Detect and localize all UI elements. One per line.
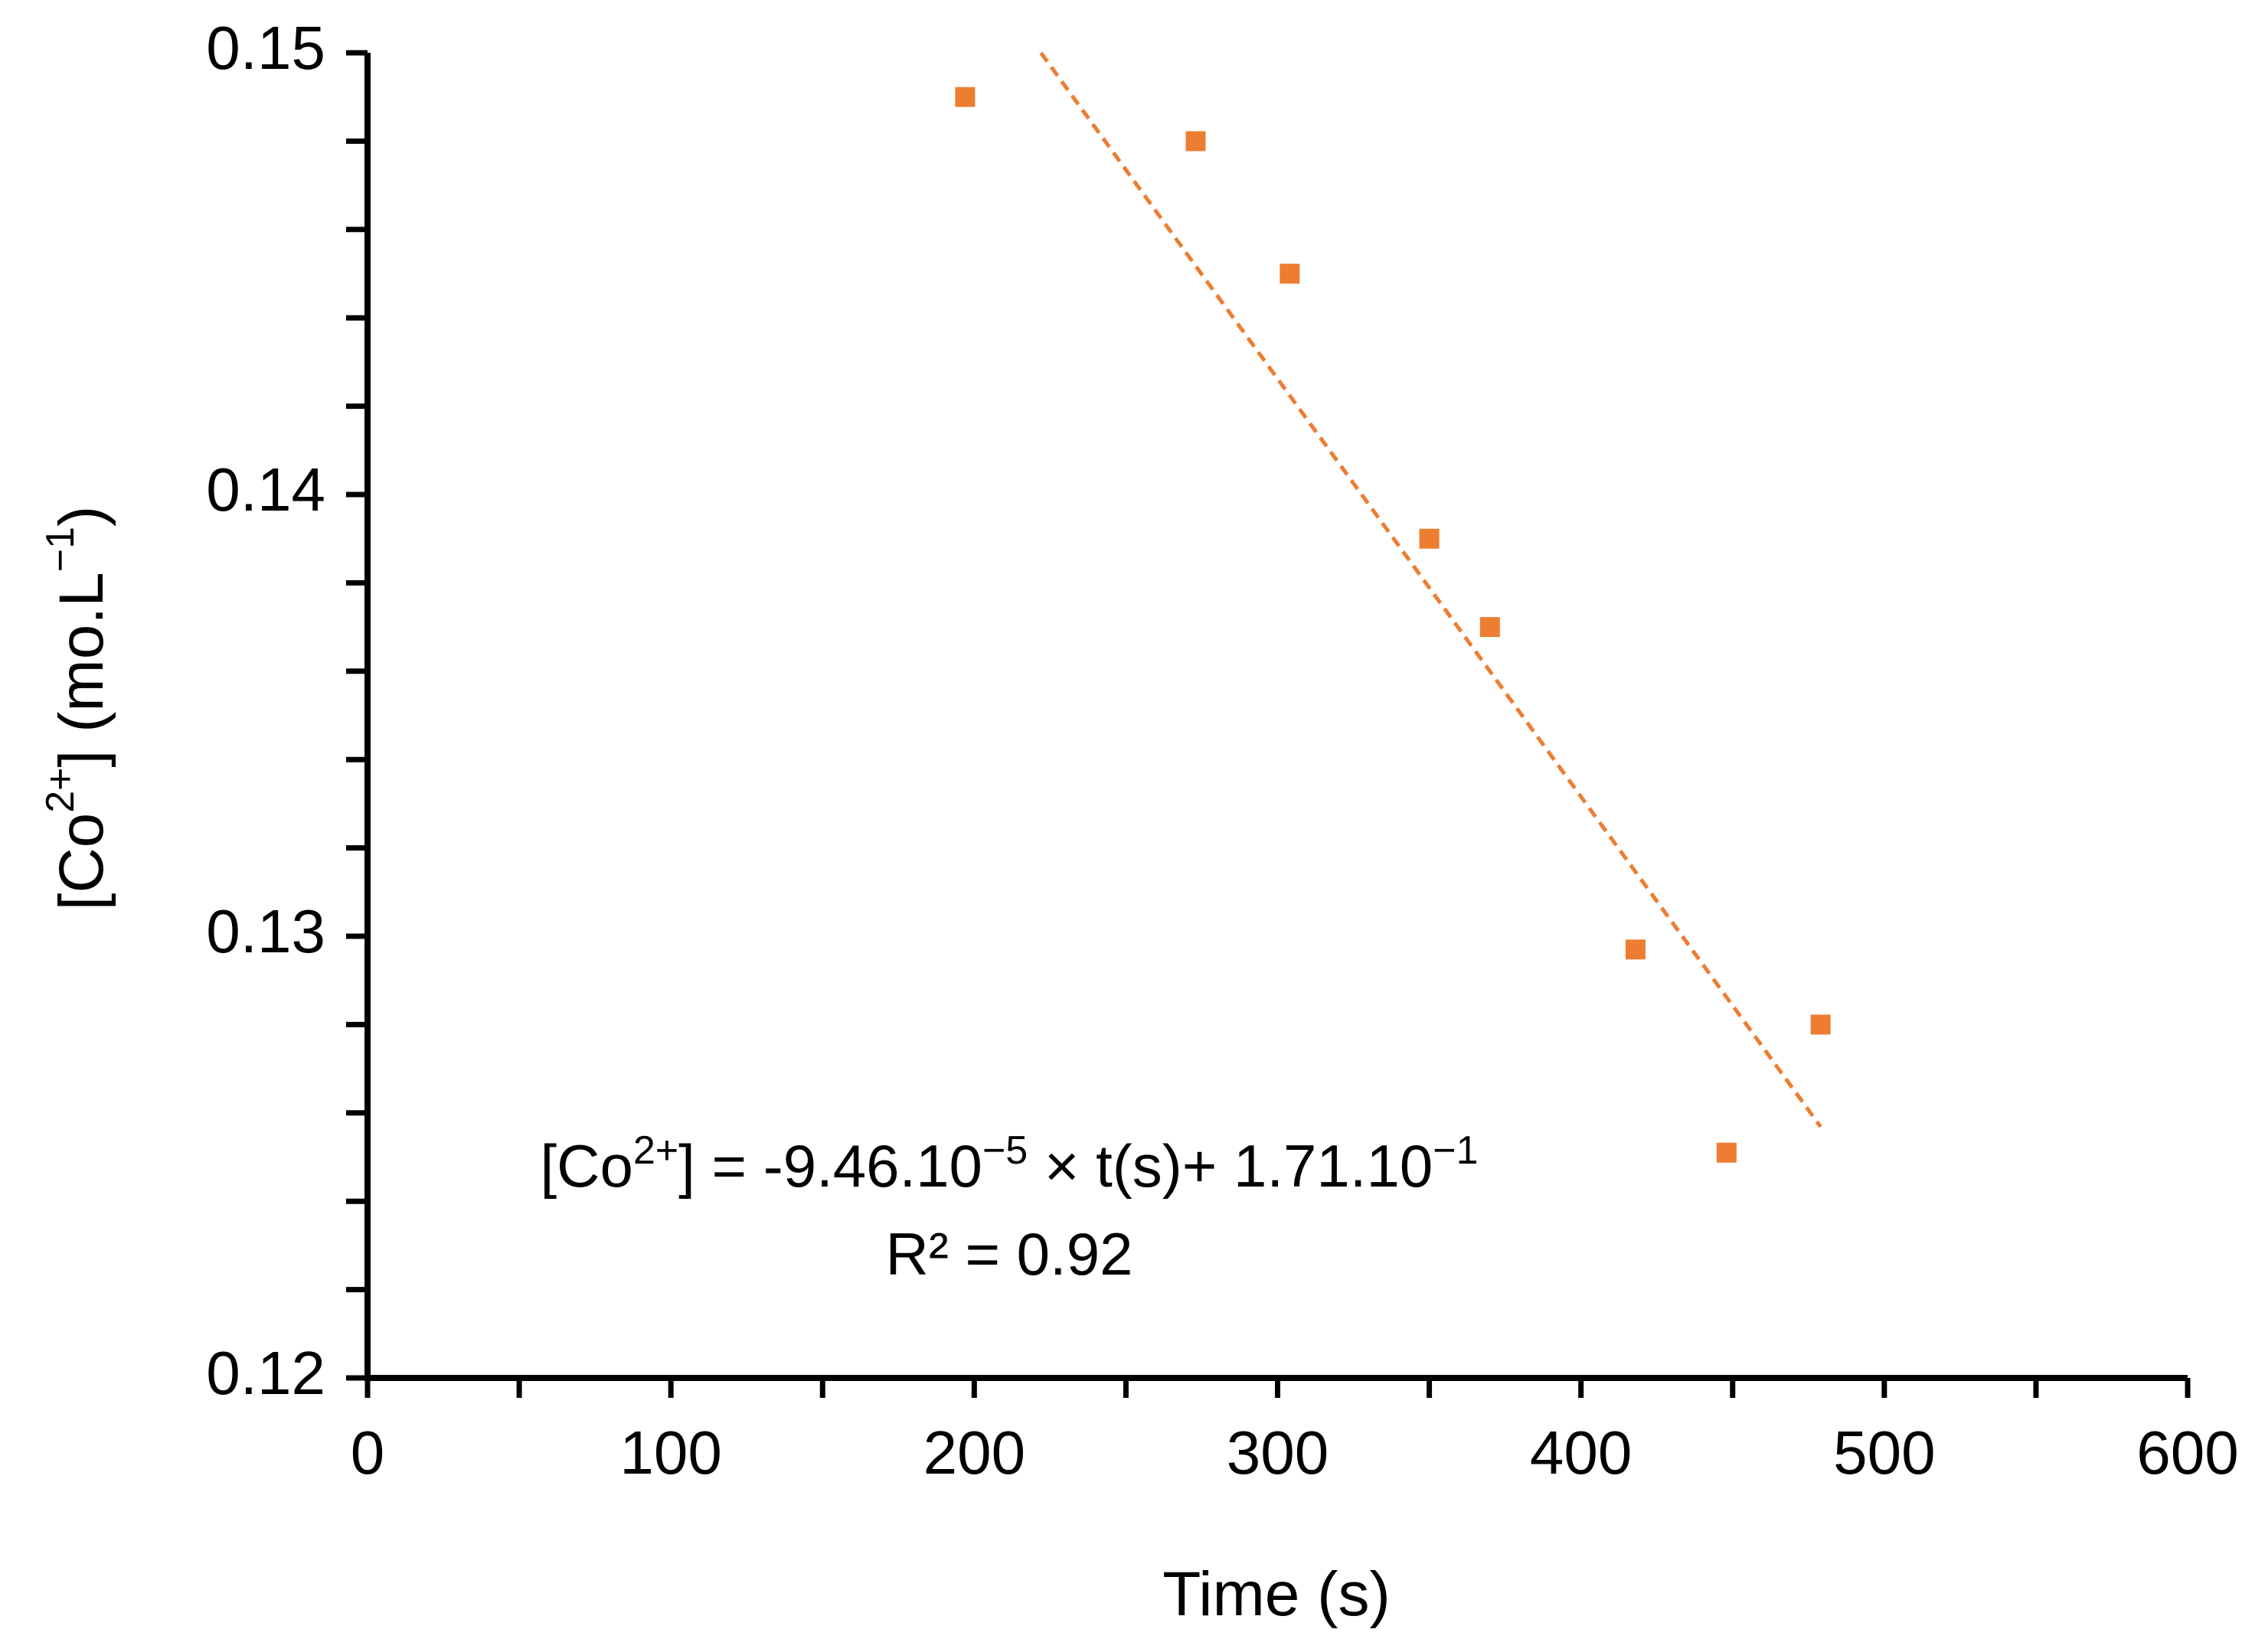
y-axis-title: [Co2+] (mo.L−1) bbox=[38, 506, 116, 911]
x-tick-label: 500 bbox=[1833, 1419, 1935, 1487]
data-point bbox=[1810, 1014, 1831, 1035]
r-squared-label: R² = 0.92 bbox=[885, 1220, 1132, 1288]
data-point bbox=[1625, 939, 1646, 960]
data-point bbox=[1479, 617, 1500, 638]
regression-equation: [Co2+] = -9.46.10−5 × t(s)+ 1.71.10−1 bbox=[540, 1128, 1478, 1200]
y-axis-title-part: ) bbox=[47, 506, 116, 527]
equation-part: ] = -9.46.10 bbox=[678, 1132, 982, 1200]
equation-superscript: −1 bbox=[1433, 1128, 1478, 1173]
data-point bbox=[1280, 263, 1300, 284]
y-axis-title-superscript: −1 bbox=[38, 527, 83, 572]
data-point bbox=[1185, 131, 1206, 152]
equation-superscript: −5 bbox=[982, 1128, 1028, 1173]
y-tick-label: 0.15 bbox=[206, 14, 325, 82]
x-axis-title: Time (s) bbox=[1162, 1559, 1391, 1629]
data-point bbox=[1716, 1142, 1737, 1163]
x-tick-label: 300 bbox=[1227, 1419, 1329, 1487]
equation-part: × t(s)+ 1.71.10 bbox=[1028, 1132, 1433, 1200]
trendline bbox=[1039, 51, 1822, 1128]
y-tick-label: 0.14 bbox=[206, 455, 325, 524]
x-tick-label: 600 bbox=[2136, 1419, 2238, 1487]
equation-superscript: 2+ bbox=[633, 1128, 678, 1173]
x-tick-label: 0 bbox=[351, 1419, 385, 1487]
data-point bbox=[1419, 528, 1440, 549]
y-axis-title-superscript: 2+ bbox=[38, 767, 83, 812]
y-tick-label: 0.13 bbox=[206, 897, 325, 965]
x-tick-label: 400 bbox=[1530, 1419, 1632, 1487]
x-tick-label: 100 bbox=[619, 1419, 721, 1487]
y-axis-title-part: ] (mo.L bbox=[47, 572, 116, 767]
equation-part: [Co bbox=[540, 1132, 632, 1200]
y-axis-title-part: [Co bbox=[47, 813, 116, 911]
y-tick-label: 0.12 bbox=[206, 1339, 325, 1407]
data-point bbox=[955, 87, 976, 107]
x-tick-label: 200 bbox=[923, 1419, 1025, 1487]
